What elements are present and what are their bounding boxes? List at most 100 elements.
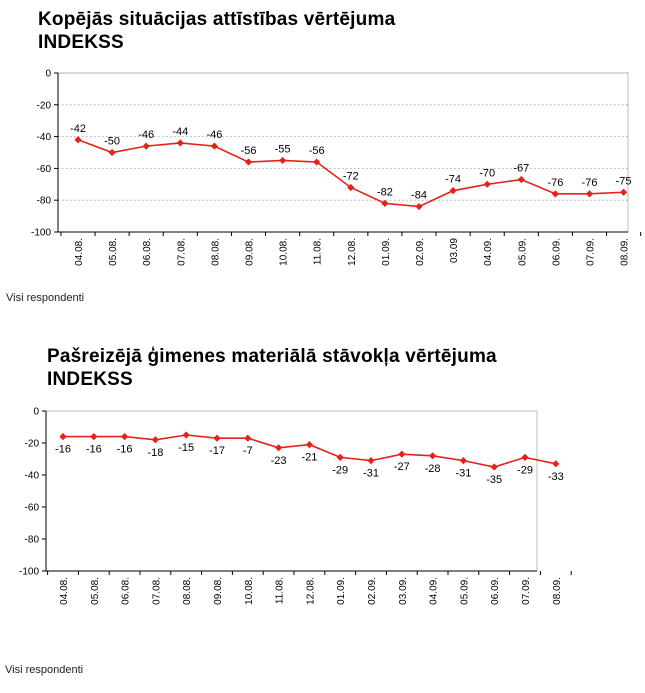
chart1-data-label: -55: [275, 143, 291, 155]
chart2-data-label: -18: [147, 447, 163, 459]
chart1-data-point: [620, 188, 628, 196]
chart1-data-point: [74, 136, 82, 144]
chart2-data-label: -31: [363, 468, 379, 480]
chart1-data-label: -70: [479, 167, 495, 179]
chart1-data-label: -76: [547, 177, 563, 189]
chart2-title-line2: INDEKSS: [47, 369, 133, 390]
chart1-y-tick-label: -100: [31, 228, 51, 239]
chart2-data-point: [336, 453, 344, 461]
chart1-x-tick-label: 07.09.: [586, 238, 597, 266]
chart1-data-point: [108, 148, 116, 157]
chart1-data-point: [347, 183, 355, 192]
chart2-data-label: -28: [425, 463, 441, 475]
chart1-x-tick-label: 08.09.: [620, 238, 631, 266]
chart2-data-label: -29: [517, 464, 533, 476]
chart2-x-tick-label: 02.09.: [367, 577, 378, 605]
chart2-data-label: -7: [243, 445, 253, 457]
chart2-data-point: [59, 433, 67, 441]
chart1-data-label: -46: [206, 129, 222, 141]
chart2-x-tick-label: 07.08.: [151, 577, 162, 605]
chart1-y-tick-label: -20: [37, 100, 52, 111]
chart2-data-label: -31: [455, 468, 471, 480]
chart1-title-line2: INDEKSS: [38, 32, 124, 53]
chart2-y-tick-label: -40: [25, 471, 40, 482]
chart1-data-label: -56: [309, 145, 325, 157]
chart1-x-tick-label: 02.09.: [415, 238, 426, 266]
chart2-data-label: -15: [178, 442, 194, 454]
chart2-data-point: [121, 433, 129, 441]
chart2-data-label: -21: [301, 452, 317, 464]
chart2-data-label: -29: [332, 464, 348, 476]
chart2-data-label: -16: [86, 444, 102, 456]
chart1-data-point: [313, 158, 321, 166]
chart1-x-tick-label: 06.08.: [142, 238, 153, 266]
chart2-data-label: -33: [548, 471, 564, 483]
chart2-data-label: -16: [117, 444, 133, 456]
chart1-data-label: -76: [582, 177, 598, 189]
chart1-data-point: [551, 190, 559, 198]
chart2-title-line1: Pašreizējā ģimenes materiālā stāvokļa vē…: [47, 346, 497, 367]
chart2-x-tick-label: 06.09.: [490, 577, 501, 605]
chart1-data-point: [381, 199, 389, 207]
chart1-x-tick-label: 09.08.: [245, 238, 256, 266]
chart2-y-tick-label: 0: [33, 407, 39, 418]
chart1-data-point: [210, 142, 218, 150]
chart2-x-tick-label: 04.08.: [59, 577, 70, 605]
chart2-data-label: -16: [55, 444, 71, 456]
chart2-data-point: [244, 434, 252, 442]
chart2-data-point: [552, 460, 560, 468]
chart2-x-tick-label: 01.09.: [336, 577, 347, 605]
chart1-x-tick-label: 03.09: [449, 238, 460, 263]
chart2-x-tick-label: 09.08.: [213, 577, 224, 605]
chart1-data-label: -75: [616, 175, 632, 187]
chart2-frame: [45, 410, 538, 572]
chart1-data-label: -72: [343, 170, 359, 182]
chart2-data-label: -27: [394, 461, 410, 473]
chart1-data-label: -84: [411, 190, 427, 202]
chart2-data-point: [398, 450, 406, 458]
chart2-data-label: -35: [486, 474, 502, 486]
chart2-data-point: [151, 436, 159, 444]
chart2-x-tick-label: 05.08.: [90, 577, 101, 605]
chart2-y-tick-label: -20: [25, 439, 40, 450]
chart1-data-point: [176, 139, 184, 147]
chart1-data-label: -56: [241, 145, 257, 157]
chart1-x-tick-label: 04.09.: [483, 238, 494, 266]
chart1-data-label: -50: [104, 136, 120, 148]
chart2-x-tick-label: 08.08.: [182, 577, 193, 605]
chart1-data-label: -44: [172, 126, 188, 138]
chart1-x-tick-label: 04.08.: [74, 238, 85, 266]
chart2-x-tick-label: 10.08.: [244, 577, 255, 605]
chart1-data-label: -42: [70, 123, 86, 135]
chart2-data-label: -23: [271, 455, 287, 467]
chart2-data-point: [367, 457, 375, 465]
chart2-data-point: [429, 452, 437, 460]
chart1-x-tick-label: 08.08.: [210, 238, 221, 266]
chart2-data-point: [182, 431, 190, 439]
chart2-title: Pašreizējā ģimenes materiālā stāvokļa vē…: [47, 345, 497, 391]
chart1-data-point: [142, 142, 150, 150]
chart2-data-point: [490, 463, 498, 471]
chart1-data-point: [415, 202, 423, 211]
chart2-data-point: [90, 433, 98, 441]
chart2-x-tick-label: 05.09.: [459, 577, 470, 605]
chart2-x-tick-label: 11.08.: [275, 577, 286, 604]
chart2-y-tick-label: -100: [19, 567, 39, 578]
chart1-x-tick-label: 12.08.: [347, 238, 358, 266]
chart1-data-point: [483, 180, 491, 188]
chart1-x-tick-label: 07.08.: [176, 238, 187, 266]
chart2-data-point: [275, 444, 283, 452]
chart1-y-tick-label: -80: [37, 196, 52, 207]
chart2-data-point: [305, 441, 313, 449]
chart1-data-label: -46: [138, 129, 154, 141]
chart2-data-point: [521, 453, 529, 461]
chart2-x-tick-label: 07.09.: [521, 577, 532, 605]
chart1-x-tick-label: 01.09.: [381, 238, 392, 266]
chart1-x-tick-label: 06.09.: [551, 238, 562, 266]
chart1-data-point: [517, 175, 525, 184]
chart1-data-point: [279, 156, 287, 165]
chart2-x-tick-label: 04.09.: [429, 577, 440, 605]
chart2-y-tick-label: -60: [25, 503, 40, 514]
